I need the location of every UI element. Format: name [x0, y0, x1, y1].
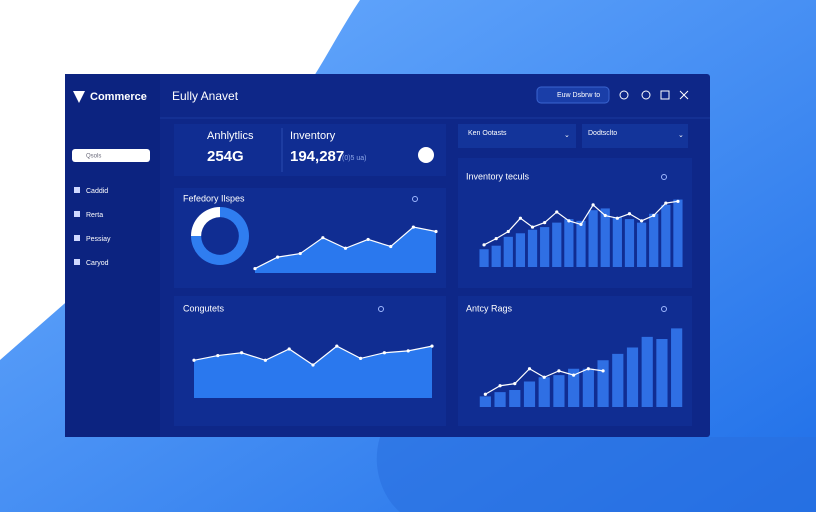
bar: [479, 396, 491, 407]
stat-label: Inventory: [290, 130, 336, 142]
area: [255, 227, 436, 273]
icon[interactable]: [660, 90, 670, 100]
area: [194, 346, 432, 398]
bar: [649, 213, 659, 267]
bar: [540, 227, 550, 267]
stat-value: 194,287: [290, 148, 344, 165]
bar: [612, 353, 624, 407]
bar: [597, 360, 609, 407]
bar: [509, 390, 521, 407]
stat-note: (0)5 ua): [342, 155, 367, 162]
panel-icon[interactable]: [661, 306, 667, 312]
filter[interactable]: [458, 124, 576, 148]
nav-item[interactable]: Caryod: [86, 260, 109, 267]
bar: [527, 229, 538, 267]
bar: [661, 204, 671, 267]
bar: [641, 336, 653, 407]
panel-title: Antcy Rags: [466, 303, 513, 313]
bar: [552, 222, 562, 267]
stat-icon: [418, 147, 434, 163]
search[interactable]: [72, 149, 150, 162]
nav-item[interactable]: Caddid: [86, 188, 108, 195]
point: [676, 199, 680, 203]
panel-icon[interactable]: [378, 306, 384, 312]
bar: [515, 233, 526, 267]
bar: [656, 339, 668, 407]
stat-value: 254G: [207, 148, 244, 165]
bar: [568, 368, 580, 407]
icon[interactable]: [619, 90, 629, 100]
logo: [73, 91, 85, 103]
bar: [624, 219, 635, 267]
blob: [376, 437, 816, 512]
panel-title: Inventory teculs: [466, 171, 530, 181]
bar: [503, 236, 513, 267]
filter-caret: ⌄: [678, 132, 684, 139]
pie-slice: [191, 207, 220, 236]
nav-icon: [74, 211, 80, 217]
stat-label: Anhlytlics: [207, 130, 254, 142]
bar: [636, 222, 647, 267]
icon[interactable]: [679, 90, 689, 100]
bar: [479, 249, 489, 267]
nav-icon: [74, 259, 80, 265]
filter-label: Dodtsclto: [588, 130, 617, 137]
panel-title: Fefedory Ilspes: [183, 193, 245, 203]
search-text: Qsols: [86, 154, 101, 160]
nav-item[interactable]: Rerta: [86, 212, 103, 219]
bar: [564, 219, 574, 267]
panel-title: Congutets: [183, 303, 225, 313]
stats-card: [174, 124, 446, 176]
bar: [553, 375, 565, 407]
bar: [612, 217, 622, 267]
page-title: Eully Anavet: [172, 89, 239, 103]
bar: [538, 377, 550, 407]
brand: Commerce: [90, 91, 147, 103]
button[interactable]: [536, 86, 610, 104]
filter-caret: ⌄: [564, 132, 570, 139]
bar: [626, 347, 639, 407]
bar: [523, 381, 536, 407]
bar: [673, 199, 683, 267]
bar: [494, 392, 506, 407]
bar: [582, 368, 594, 407]
panel-icon[interactable]: [661, 174, 667, 180]
panel-icon[interactable]: [412, 196, 418, 202]
bar: [671, 328, 683, 407]
filter[interactable]: [582, 124, 688, 148]
icon[interactable]: [641, 90, 651, 100]
line: [483, 200, 679, 246]
nav-item[interactable]: Pessiay: [86, 236, 111, 243]
nav-icon: [74, 187, 80, 193]
nav-icon: [74, 235, 80, 241]
bar: [600, 208, 610, 267]
bar: [491, 245, 501, 267]
line: [193, 345, 433, 366]
sidebar: [65, 74, 160, 437]
filter-label: Ken Ootasts: [468, 130, 507, 137]
bar: [588, 210, 598, 267]
line: [485, 367, 604, 395]
bar: [576, 220, 586, 267]
button-label: Euw Dsbrw to: [557, 92, 600, 99]
pie-slice: [191, 207, 249, 265]
line: [254, 226, 437, 270]
